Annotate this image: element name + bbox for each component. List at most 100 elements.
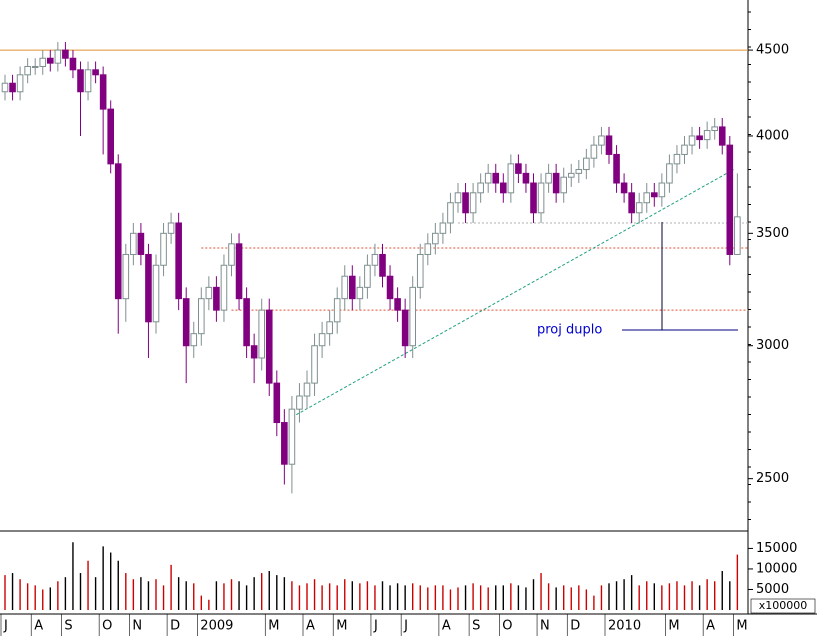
candle-body [130, 232, 137, 255]
x-tick-label: M [668, 619, 679, 634]
candle-body [137, 232, 145, 255]
candle-body [16, 74, 24, 93]
candle-body [364, 264, 371, 288]
candle-body [77, 69, 84, 93]
x-tick-label: M [268, 619, 279, 634]
candle-body [469, 192, 477, 214]
candle-body [326, 321, 333, 335]
candle-body [84, 69, 92, 93]
candle-body [47, 57, 54, 64]
candle-body [401, 309, 409, 347]
candle-body [643, 192, 651, 204]
candle-body [492, 172, 500, 184]
candle-body [190, 333, 198, 347]
candle-body [447, 202, 454, 224]
y-tick-label: 4500 [756, 43, 789, 58]
candle-body [484, 172, 492, 184]
candle-body [628, 192, 635, 214]
candle-body [583, 157, 590, 171]
trend-line [291, 169, 734, 418]
candle-body [175, 222, 182, 300]
candle-body [152, 264, 160, 323]
candle-body [681, 144, 688, 155]
x-tick-label: J [403, 619, 408, 634]
candle-body [432, 232, 439, 245]
candle-body [552, 172, 560, 194]
candle-body [666, 163, 673, 184]
candle-body [281, 422, 288, 465]
candle-body [439, 222, 447, 234]
candle-body [537, 182, 545, 214]
x-tick-label: A [306, 619, 315, 634]
candle-body [107, 108, 115, 165]
candle-body [462, 192, 469, 214]
candle-body [220, 264, 228, 311]
candle-body [567, 172, 575, 178]
y-tick-label: 3500 [756, 226, 789, 241]
candle-body [530, 182, 537, 214]
candle-body [477, 182, 484, 194]
candle-body [92, 69, 99, 76]
candle-body [333, 298, 341, 323]
candle-body [371, 253, 379, 266]
candle-body [31, 65, 39, 68]
y-tick-label: 5000 [756, 582, 789, 597]
candle-body [507, 163, 515, 194]
candle-body [386, 275, 394, 300]
candle-body [69, 57, 77, 71]
x-tick-label: D [570, 619, 580, 634]
candle-body [673, 153, 681, 165]
candle-body [99, 74, 107, 110]
candle-body [560, 176, 568, 194]
candle-body [205, 286, 213, 300]
candle-body [688, 135, 696, 146]
candle-body [545, 172, 552, 184]
candle-body [243, 298, 250, 347]
candle-body [379, 253, 386, 277]
x-tick-label: O [502, 619, 512, 634]
candle-body [122, 253, 130, 300]
candle-body [265, 309, 273, 384]
candle-body [711, 126, 719, 132]
candle-body [296, 395, 303, 410]
unit-box [750, 598, 816, 614]
candle-body [356, 286, 364, 300]
x-tick-label: 2010 [608, 619, 641, 634]
candle-body [1, 82, 9, 93]
candle-body [62, 49, 69, 59]
candle-body [198, 298, 205, 335]
annotation: proj duplo [537, 323, 602, 338]
candle-body [605, 135, 613, 155]
y-tick-label: 15000 [756, 541, 797, 556]
candle-body [651, 192, 658, 198]
candle-body [726, 144, 734, 255]
y-tick-label: 3000 [756, 338, 789, 353]
candle-body [288, 408, 296, 465]
candle-body [311, 345, 318, 384]
candle-body [114, 163, 122, 300]
candle-body [303, 382, 311, 397]
x-tick-label: J [373, 619, 378, 634]
candle-body [696, 135, 703, 141]
y-tick-label: 10000 [756, 561, 797, 576]
x-tick-label: N [540, 619, 550, 634]
x-tick-label: N [132, 619, 142, 634]
candle-body [250, 345, 258, 359]
candle-body [620, 182, 628, 194]
x-tick-label: O [102, 619, 112, 634]
candle-body [734, 216, 741, 255]
candle-body [228, 243, 235, 266]
volume-unit: x100000 [759, 599, 808, 612]
candle-body [409, 286, 416, 347]
candle-body [235, 243, 243, 300]
candle-body [258, 309, 265, 359]
x-tick-label: A [442, 619, 451, 634]
candle-body [24, 65, 31, 76]
candle-body [145, 253, 152, 323]
candle-body [39, 57, 47, 67]
candle-body [590, 144, 598, 159]
candle-body [718, 126, 726, 146]
candle-body [703, 130, 711, 141]
candle-body [522, 172, 530, 184]
